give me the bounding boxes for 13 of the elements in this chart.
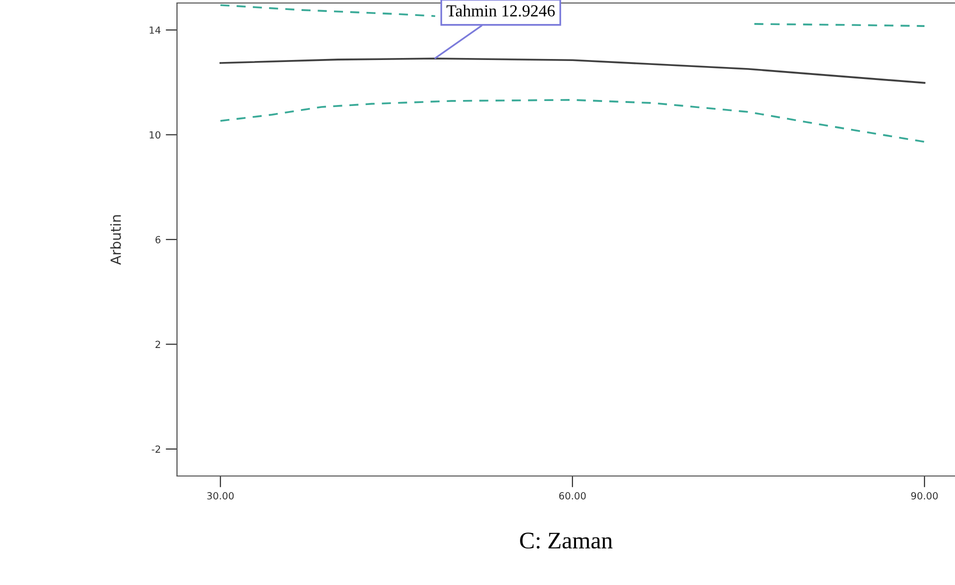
x-axis-title: C: Zaman bbox=[520, 532, 613, 549]
x-tick-label: 90.00 bbox=[911, 492, 938, 500]
annotation: Tahmin 12.9246 bbox=[446, 4, 555, 17]
y-tick-label: 10 bbox=[150, 131, 160, 139]
y-tick-label: -2 bbox=[152, 446, 160, 453]
x-tick-label: 30.00 bbox=[207, 492, 234, 500]
y-tick-label: 14 bbox=[150, 26, 160, 34]
line-series bbox=[220, 58, 926, 84]
y-tick-label: 6 bbox=[156, 236, 160, 244]
y-tick-label: 2 bbox=[156, 340, 160, 348]
x-tick-label: 60.00 bbox=[559, 492, 586, 500]
y-axis-title: Arbutin bbox=[110, 215, 121, 265]
line-series bbox=[220, 99, 926, 143]
